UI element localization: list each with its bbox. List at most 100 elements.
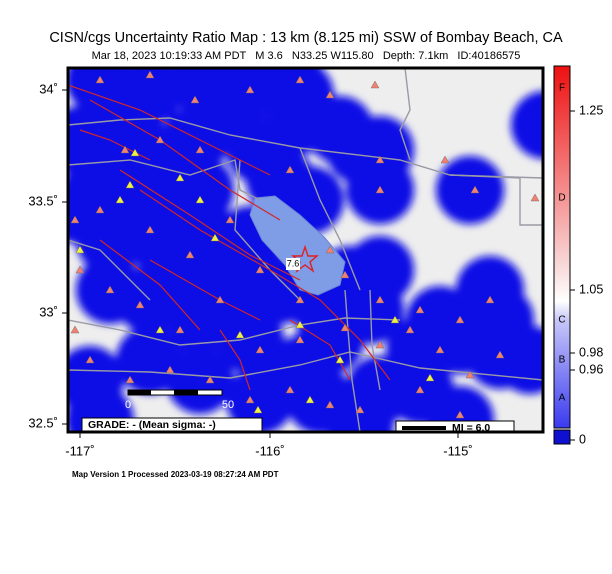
coverage-blob [68,176,114,244]
station [120,145,130,154]
lat-label: 32.5˚ [28,415,58,430]
colorbar-value: 0 [579,432,586,446]
station [235,330,245,339]
station [125,180,135,189]
station [85,355,95,364]
coverage-blob [161,106,229,174]
station [390,315,400,324]
station [105,285,115,294]
colorbar-zero [553,429,571,445]
city-label: 7.6 [287,258,300,268]
coverage-blob [166,236,234,304]
station [190,95,200,104]
grade-letter: B [559,355,566,366]
station [125,375,135,384]
station [70,325,80,334]
station [75,265,85,274]
station [285,165,295,174]
station [165,365,175,374]
station [205,375,215,384]
station [155,135,165,144]
uncertainty-coverage [68,68,543,432]
lon-label: -117˚ [65,443,94,458]
station [375,340,385,349]
station [305,395,315,404]
coverage-blob [166,346,234,414]
station [375,185,385,194]
station [530,193,540,202]
station [340,270,350,279]
station [145,225,155,234]
station [335,355,345,364]
map-frame [66,66,545,434]
salton-sea [249,195,346,296]
station [185,250,195,259]
station [295,295,305,304]
colorbar-value: 1.25 [579,103,603,117]
mi-label: MI = 6.0 [452,422,490,434]
station [195,195,205,204]
station [245,395,255,404]
station [155,325,165,334]
coverage-blob [456,256,524,324]
station [285,385,295,394]
station [195,145,205,154]
map: 7.6 0 50 GRADE: - (Mean sigma: -) MI = 6… [68,68,543,434]
station [175,325,185,334]
station [375,155,385,164]
grade-text: GRADE: - (Mean sigma: -) [88,419,216,431]
colorbar-labels: F D C B A 1.25 1.05 0.98 0.96 0 [558,83,603,447]
station [295,75,305,84]
grade-letter: A [559,393,566,404]
station [225,215,235,224]
station [115,195,125,204]
station [455,315,465,324]
station [295,335,305,344]
station [495,350,505,359]
coverage-blob [326,391,394,432]
station [340,323,350,332]
station [405,325,415,334]
station [70,215,80,224]
title: CISN/cgs Uncertainty Ratio Map : 13 km (… [49,30,563,46]
mi-box [395,420,515,432]
station [325,245,335,254]
station [325,400,335,409]
footer: Map Version 1 Processed 2023-03-19 08:27… [72,470,279,479]
station [440,155,450,164]
station [210,233,220,242]
grade-letter: D [558,193,565,204]
coverage-blob [68,106,114,174]
station [130,148,140,157]
station [145,70,155,79]
coverage-blob [116,176,184,244]
station [325,90,335,99]
grade-box [81,417,263,432]
scale-bar [127,389,223,396]
station [215,295,225,304]
stations [70,70,540,419]
grade-letter: C [558,315,565,326]
lon-label: -116˚ [255,443,284,458]
lat-label: 34˚ [39,81,58,96]
station [255,265,265,274]
subtitle: Mar 18, 2023 10:19:33 AM PDT M 3.6 N33.2… [92,50,521,62]
station [375,295,385,304]
station [95,205,105,214]
coverage-blob [226,366,294,432]
station [455,410,465,419]
city-label-box [286,258,300,270]
station [175,173,185,182]
station [95,75,105,84]
colorbar [553,65,571,429]
colorbar-value: 0.98 [579,345,603,359]
station [355,405,365,414]
scale-label: 50 [222,399,234,411]
colorbar-value: 0.96 [579,362,603,376]
grade-letter: F [559,83,565,94]
station [485,295,495,304]
station [255,345,265,354]
station [295,320,305,329]
station [425,373,435,382]
